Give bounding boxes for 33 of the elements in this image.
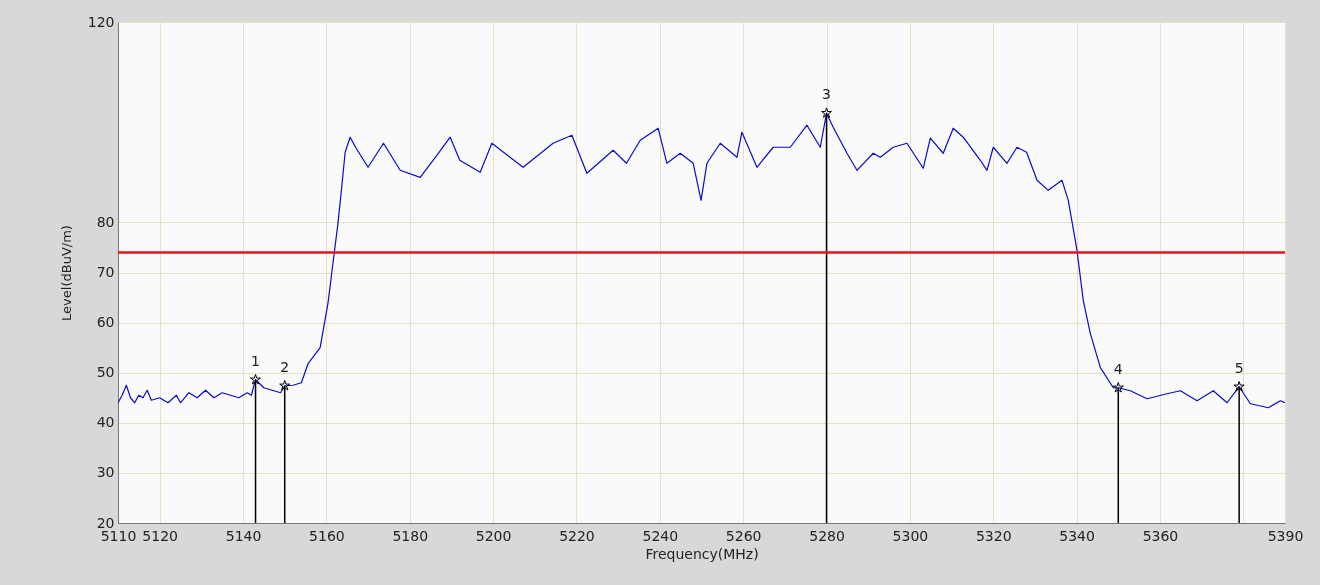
annotation: 1 xyxy=(251,352,260,369)
point xyxy=(250,373,262,385)
x-tick-label: 5220 xyxy=(559,527,595,544)
x-tick-label: 5280 xyxy=(809,527,845,544)
annotation: 5 xyxy=(1234,359,1244,376)
y-tick-label: 50 xyxy=(96,364,115,381)
x-tick-label: 5320 xyxy=(975,527,1012,544)
x-tick-label: 5300 xyxy=(892,527,929,544)
y-tick-label: 40 xyxy=(96,414,115,431)
point xyxy=(1233,380,1245,392)
point xyxy=(1112,381,1124,393)
x-tick-label: 5360 xyxy=(1142,527,1179,544)
y-tick-label: 80 xyxy=(96,213,115,230)
annotation: 3 xyxy=(822,86,831,103)
x-tick-label: 5180 xyxy=(392,527,429,544)
x-tick-label: 5140 xyxy=(225,527,262,544)
y-tick-label: 30 xyxy=(96,464,115,481)
x-tick-label: 5390 xyxy=(1267,527,1304,544)
x-tick-label: 5260 xyxy=(725,527,762,544)
annotation: 4 xyxy=(1113,360,1123,377)
y-axis-title: Level(dBuV/m) xyxy=(58,225,74,321)
x-tick-label: 5240 xyxy=(642,527,679,544)
x-tick-label: 5120 xyxy=(142,527,178,544)
y-tick-label: 60 xyxy=(96,314,115,331)
x-tick-label: 5340 xyxy=(1059,527,1095,544)
x-axis-title: Frequency(MHz) xyxy=(645,545,759,562)
y-tick-label: 120 xyxy=(87,13,115,30)
point xyxy=(279,379,291,391)
y-tick-label: 70 xyxy=(96,264,115,280)
x-tick-label: 5160 xyxy=(309,527,345,544)
point xyxy=(821,107,833,118)
x-tick-label: 5200 xyxy=(475,527,512,544)
annotation: 2 xyxy=(280,358,290,375)
